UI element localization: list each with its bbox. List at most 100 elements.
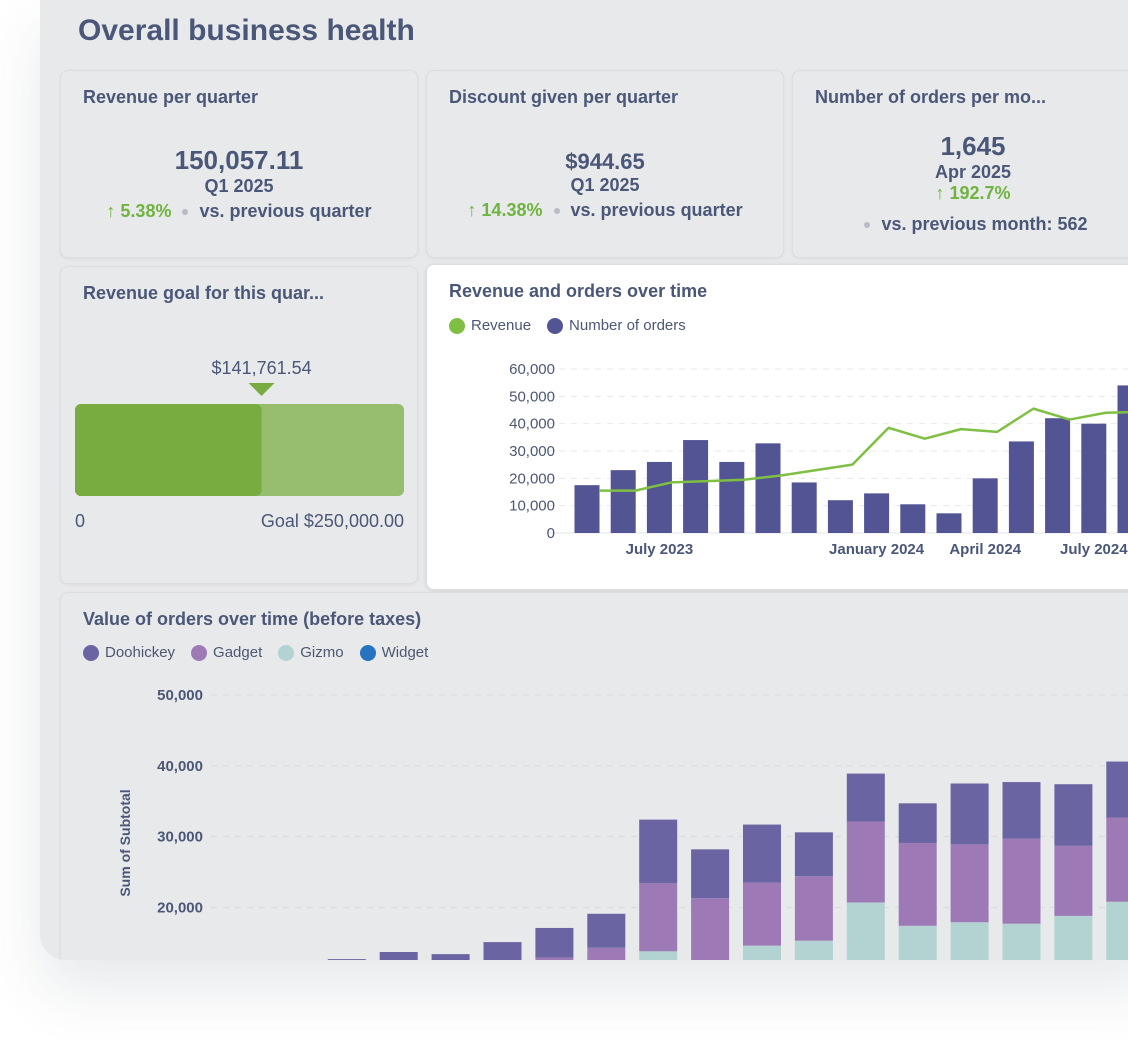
kpi-period: Q1 2025 <box>570 175 640 195</box>
stack-segment-doohickey <box>379 952 418 960</box>
kpi-value: 1,645 <box>940 131 1006 161</box>
kpi-comparison: vs. previous month: 562 <box>881 214 1088 234</box>
stack-segment-doohickey <box>950 783 989 845</box>
card-title: Revenue per quarter <box>83 87 259 107</box>
kpi-change: 5.38% <box>120 201 172 221</box>
separator-dot <box>864 222 871 229</box>
stack-segment-gizmo <box>898 925 937 960</box>
stack-segment-gadget <box>639 883 678 952</box>
orders-bar <box>1045 418 1071 533</box>
separator-dot <box>553 208 560 215</box>
stack-segment-doohickey <box>898 803 937 843</box>
legend-item-gizmo[interactable]: Gizmo <box>278 644 344 661</box>
goal-target-label: Goal $250,000.00 <box>261 511 404 531</box>
kpi-value: $944.65 <box>565 149 645 174</box>
stack-segment-doohickey <box>1002 782 1041 839</box>
orders-bar <box>610 470 636 533</box>
up-arrow-icon: ↑ <box>467 200 477 220</box>
orders-bar <box>1117 385 1128 533</box>
stack-segment-gizmo <box>846 902 885 960</box>
stack-segment-doohickey <box>794 832 833 877</box>
value-of-orders-card[interactable]: Value of orders over time (before taxes)… <box>60 592 1128 960</box>
dashboard-shell: Overall business health Revenue per quar… <box>40 0 1128 960</box>
stack-segment-gizmo <box>794 940 833 960</box>
orders-bar <box>1081 423 1107 533</box>
orders-bar <box>574 485 600 533</box>
kpi-period: Apr 2025 <box>934 162 1012 182</box>
y-tick-label: 10,000 <box>509 498 555 515</box>
orders-per-month-card[interactable]: Number of orders per mo... 1,645 Apr 202… <box>792 70 1128 258</box>
stack-segment-gizmo <box>639 951 678 960</box>
stack-segment-doohickey <box>846 773 885 822</box>
legend-item-revenue[interactable]: Revenue <box>449 317 531 334</box>
stack-segment-doohickey <box>535 927 574 958</box>
stack-segment-gadget <box>794 876 833 941</box>
legend-item-widget[interactable]: Widget <box>359 644 428 661</box>
revenue-per-quarter-card[interactable]: Revenue per quarter 150,057.11 Q1 2025 ↑… <box>60 70 418 258</box>
page-title: Overall business health <box>78 14 415 47</box>
chart-legend: Revenue Number of orders <box>449 317 686 334</box>
orders-bar <box>900 504 926 533</box>
x-tick-label: April 2024 <box>949 541 1021 558</box>
stack-segment-gadget <box>950 844 989 923</box>
separator-dot <box>182 209 189 216</box>
goal-start-label: 0 <box>75 511 85 531</box>
kpi-comparison: vs. previous quarter <box>570 200 743 220</box>
stack-segment-gadget <box>587 947 626 960</box>
stack-segment-gadget <box>691 898 730 960</box>
y-tick-label: 0 <box>547 525 555 542</box>
kpi-change: 192.7% <box>949 183 1011 203</box>
orders-bar <box>719 461 745 533</box>
orders-bar <box>791 482 817 533</box>
orders-bar <box>755 443 781 533</box>
stack-segment-gadget <box>743 882 781 946</box>
discount-per-quarter-card[interactable]: Discount given per quarter $944.65 Q1 20… <box>426 70 784 258</box>
stack-segment-doohickey <box>639 819 678 884</box>
orders-bar <box>864 493 890 533</box>
stack-segment-gizmo <box>743 945 781 960</box>
kpi-comparison: vs. previous quarter <box>199 201 372 221</box>
y-tick-label: 30,000 <box>157 829 203 846</box>
stack-segment-doohickey <box>1054 784 1093 846</box>
orders-bar <box>646 461 672 533</box>
y-axis-label: Sum of Subtotal <box>117 789 133 896</box>
orders-bar <box>936 513 962 533</box>
revenue-orders-chart-card[interactable]: Revenue and orders over time Revenue Num… <box>426 264 1128 590</box>
legend-item-gadget[interactable]: Gadget <box>191 644 262 661</box>
revenue-goal-card[interactable]: Revenue goal for this quar... $141,761.5… <box>60 266 418 584</box>
stack-segment-gizmo <box>1002 923 1041 960</box>
stack-segment-doohickey <box>1106 761 1128 818</box>
stack-segment-doohickey <box>483 942 522 960</box>
y-tick-label: 60,000 <box>509 361 555 378</box>
up-arrow-icon: ↑ <box>935 183 945 203</box>
kpi-change: 14.38% <box>481 200 543 220</box>
y-tick-label: 30,000 <box>509 443 555 460</box>
kpi-period: Q1 2025 <box>204 176 274 196</box>
y-tick-label: 50,000 <box>509 388 555 405</box>
goal-current-label: $141,761.54 <box>212 358 312 378</box>
combo-chart: 0 10,000 20,000 30,000 40,000 50,000 60,000 Jul… <box>509 361 1128 558</box>
progress-bar-chart: $141,761.54 0 Goal $250,000.00 <box>75 358 404 531</box>
x-tick-label: July 2024 <box>1060 541 1128 558</box>
stack-segment-gadget <box>1054 845 1093 916</box>
stack-segment-gadget <box>1002 838 1041 924</box>
x-tick-label: January 2024 <box>829 541 925 558</box>
legend-item-orders[interactable]: Number of orders <box>547 317 686 334</box>
orders-bar <box>827 500 853 533</box>
y-tick-label: 20,000 <box>157 899 203 916</box>
y-tick-label: 50,000 <box>157 687 203 704</box>
card-title: Revenue goal for this quar... <box>83 283 325 303</box>
legend-item-doohickey[interactable]: Doohickey <box>83 644 175 661</box>
y-tick-label: 20,000 <box>509 470 555 487</box>
x-tick-label: July 2023 <box>626 541 694 558</box>
y-tick-label: 40,000 <box>509 416 555 433</box>
stack-segment-gizmo <box>1054 915 1093 960</box>
kpi-value: 150,057.11 <box>174 145 304 175</box>
card-title: Number of orders per mo... <box>815 87 1047 107</box>
stack-segment-gizmo <box>950 922 989 960</box>
stack-segment-doohickey <box>743 824 781 883</box>
goal-filled-bar <box>75 404 262 496</box>
stack-segment-gadget <box>898 842 937 926</box>
stack-segment-doohickey <box>327 959 366 960</box>
